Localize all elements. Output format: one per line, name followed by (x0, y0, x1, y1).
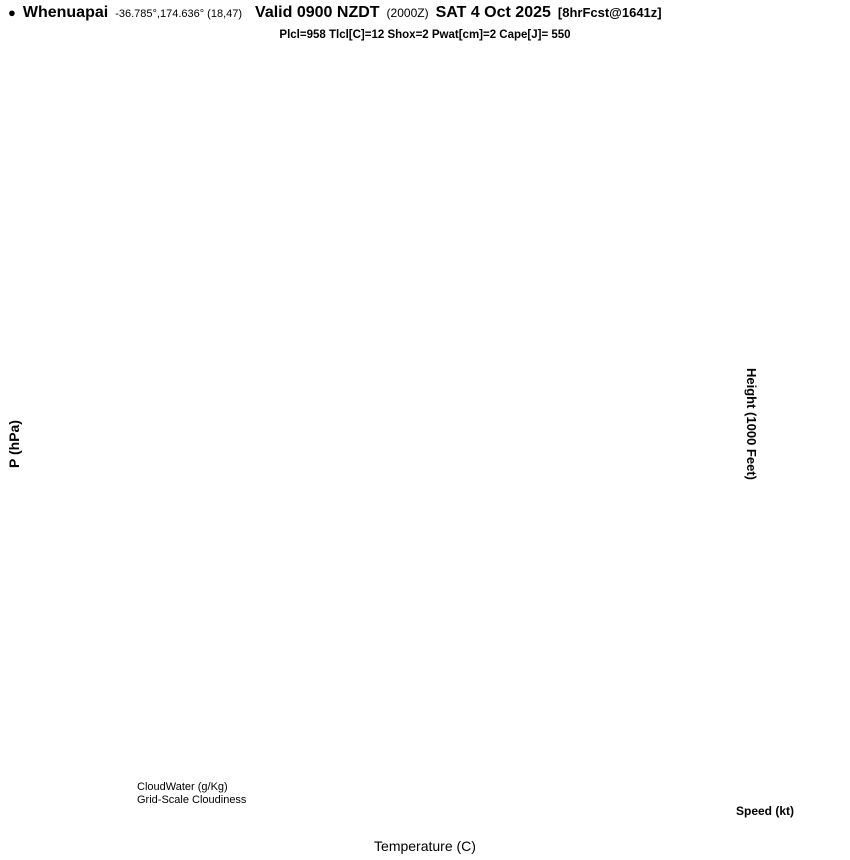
header: ● Whenuapai -36.785°,174.636° (18,47) Va… (8, 4, 848, 22)
speed-axis-title: Speed (kt) (736, 804, 795, 818)
cloudiness-scale-title: Grid-Scale Cloudiness (137, 794, 247, 806)
cloudwater-scale-title: CloudWater (g/Kg) (137, 781, 228, 793)
valid-time: Valid 0900 NZDT (255, 4, 380, 21)
station-name: Whenuapai (22, 4, 109, 21)
forecast-tag: [8hrFcst@1641z] (557, 5, 662, 20)
temperature-axis-title: Temperature (C) (374, 838, 476, 854)
height-axis-title: Height (1000 Feet) (744, 368, 759, 480)
station-bullet: ● (8, 5, 16, 20)
valid-date: SAT 4 Oct 2025 (435, 4, 551, 21)
station-coords: -36.785°,174.636° (18,47) (115, 8, 243, 20)
valid-zulu: (2000Z) (386, 6, 429, 20)
pressure-axis-title: P (hPa) (6, 420, 22, 468)
sounding-indices: Plcl=958 Tlcl[C]=12 Shox=2 Pwat[cm]=2 Ca… (279, 29, 571, 41)
